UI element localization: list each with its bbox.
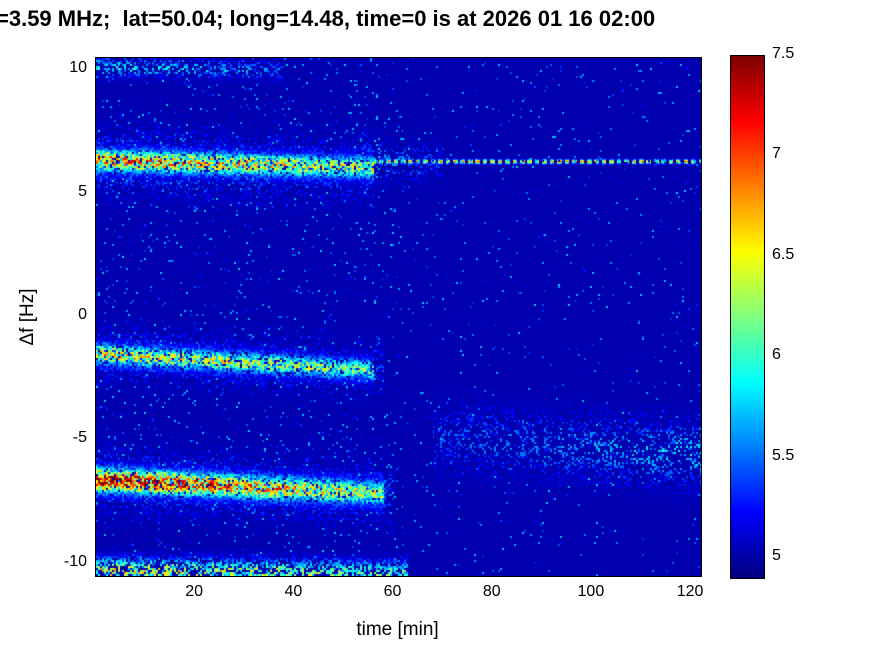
colorbar-tick-label: 5 — [772, 546, 781, 564]
x-tick-label: 60 — [383, 583, 402, 600]
colorbar-tick-label: 6 — [772, 346, 781, 364]
y-tick-label: -5 — [72, 429, 87, 447]
x-tick-label: 120 — [676, 583, 704, 600]
x-tick-label: 40 — [284, 583, 303, 600]
spectrogram-plot — [95, 57, 702, 577]
x-axis-label: time [min] — [356, 619, 439, 640]
x-tick-label: 100 — [577, 583, 605, 600]
colorbar — [730, 55, 765, 579]
colorbar-tick-label: 5.5 — [772, 446, 795, 464]
y-tick-label: 10 — [69, 59, 87, 77]
colorbar-tick-label: 6.5 — [772, 245, 795, 263]
x-tick-label: 20 — [185, 583, 204, 600]
colorbar-tick-label: 7 — [772, 145, 781, 163]
x-tick-label: 80 — [482, 583, 501, 600]
y-tick-label: -10 — [63, 552, 87, 570]
y-tick-label: 0 — [78, 306, 87, 323]
chart-title: =3.59 MHz; lat=50.04; long=14.48, time=0… — [0, 6, 656, 31]
colorbar-tick-label: 7.5 — [772, 45, 795, 62]
y-tick-label: 5 — [78, 182, 87, 200]
